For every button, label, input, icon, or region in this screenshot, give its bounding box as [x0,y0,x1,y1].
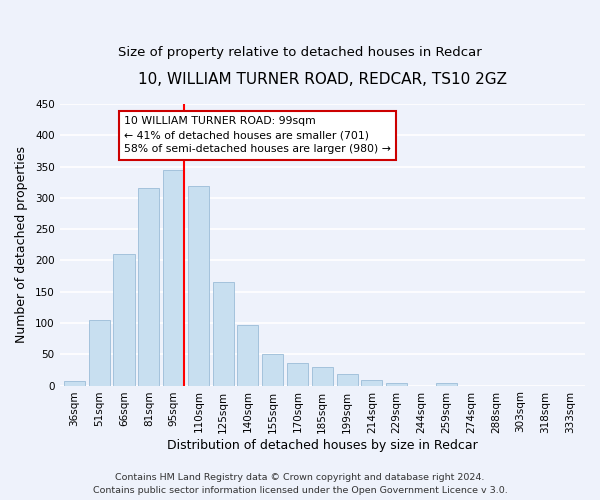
Y-axis label: Number of detached properties: Number of detached properties [15,146,28,344]
Bar [287,363,308,386]
Bar [113,254,134,386]
Bar [89,320,110,386]
Bar [138,188,160,386]
Text: Contains HM Land Registry data © Crown copyright and database right 2024.
Contai: Contains HM Land Registry data © Crown c… [92,473,508,495]
Bar [337,374,358,386]
Text: Size of property relative to detached houses in Redcar: Size of property relative to detached ho… [118,46,482,59]
Bar [262,354,283,386]
Title: 10, WILLIAM TURNER ROAD, REDCAR, TS10 2GZ: 10, WILLIAM TURNER ROAD, REDCAR, TS10 2G… [138,72,507,88]
Bar [312,368,333,386]
Bar [188,186,209,386]
Bar [238,325,259,386]
Bar [212,282,233,386]
Bar [64,381,85,386]
Bar [163,170,184,386]
Text: 10 WILLIAM TURNER ROAD: 99sqm
← 41% of detached houses are smaller (701)
58% of : 10 WILLIAM TURNER ROAD: 99sqm ← 41% of d… [124,116,391,154]
Bar [386,383,407,386]
Bar [436,383,457,386]
Bar [361,380,382,386]
X-axis label: Distribution of detached houses by size in Redcar: Distribution of detached houses by size … [167,440,478,452]
